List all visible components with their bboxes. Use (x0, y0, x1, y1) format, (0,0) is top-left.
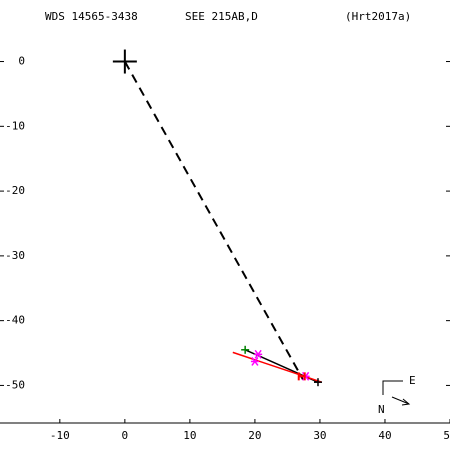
point (313, 378, 322, 387)
compass: E N (378, 374, 416, 416)
marker-stroke (254, 349, 262, 359)
y-tick-label: -50 (5, 378, 25, 391)
compass-axes (382, 380, 403, 395)
point (112, 49, 137, 74)
x-tick-label: 10 (183, 429, 196, 442)
reference: (Hrt2017a) (345, 10, 411, 23)
chart-title: WDS 14565-3438 (45, 10, 138, 23)
connector-line (123, 61, 304, 381)
y-tick-label: -30 (5, 249, 25, 262)
x-tick-label: 20 (248, 429, 261, 442)
compass-arrowhead (401, 398, 411, 406)
point (254, 349, 263, 359)
point (241, 345, 250, 354)
chart-subtitle: SEE 215AB,D (185, 10, 258, 23)
y-tick-label: -20 (5, 184, 25, 197)
point (250, 357, 259, 366)
x-tick-label: 30 (313, 429, 326, 442)
x-tick-label: 40 (378, 429, 391, 442)
x-tick-label: 0 (122, 429, 129, 442)
y-tick-label: -40 (5, 314, 25, 327)
compass-north: N (378, 403, 385, 416)
compass-east: E (409, 374, 416, 387)
y-tick-label: 0 (18, 55, 25, 68)
point (297, 372, 306, 381)
marker-stroke (251, 357, 259, 366)
x-tick-label: -10 (50, 429, 70, 442)
y-tick-label: -10 (5, 119, 25, 132)
x-tick-label: 50 (443, 429, 450, 442)
compass-arrow (391, 396, 410, 405)
